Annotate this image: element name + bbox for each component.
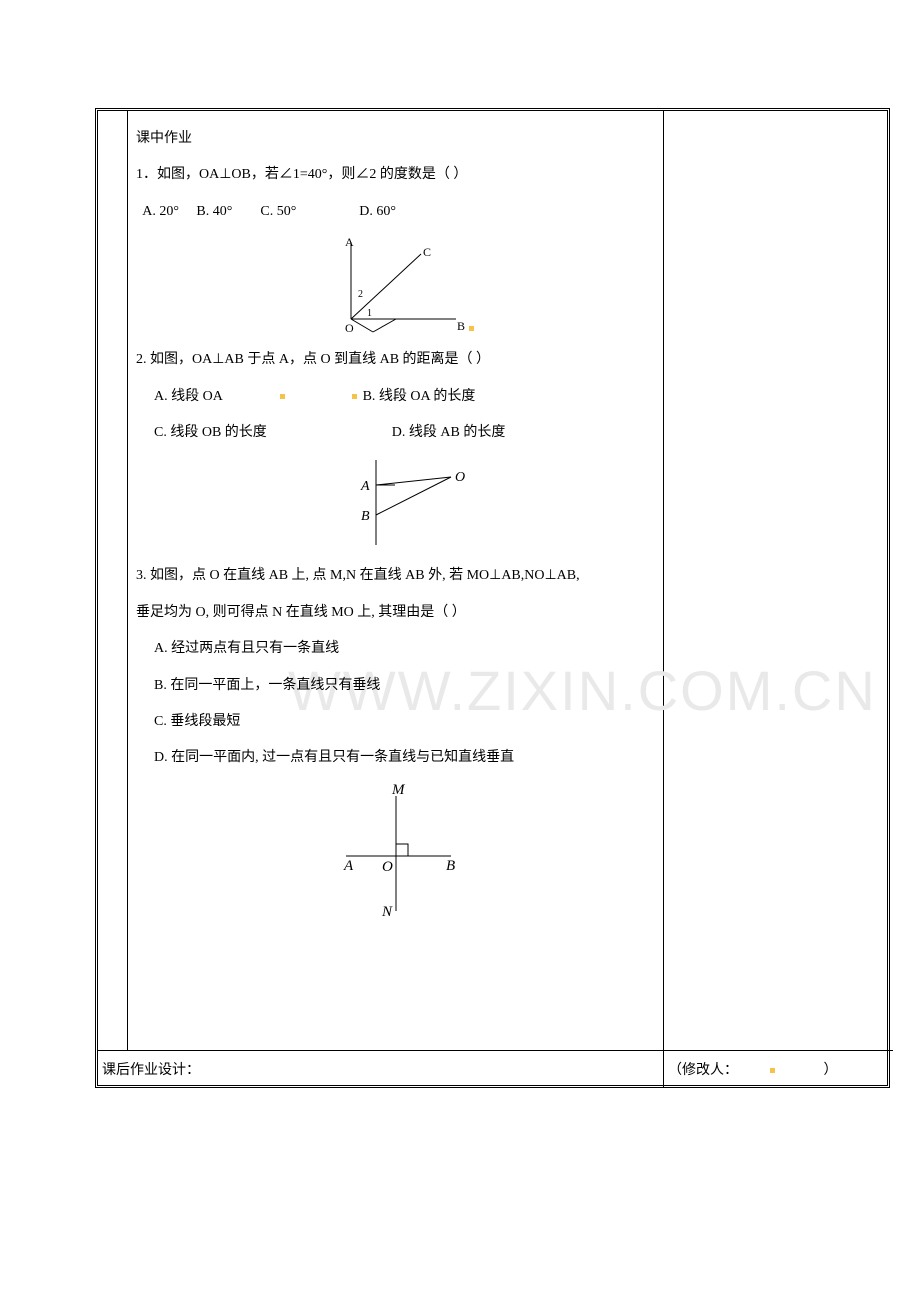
main-content-cell: WWW.ZIXIN.COM.CN 课中作业 1．如图，OA⊥OB，若∠1=40°… xyxy=(128,111,664,1051)
q2-figure: A B O xyxy=(136,455,655,554)
q3-choice-C: C. 垂线段最短 xyxy=(136,704,655,740)
q3-label-A: A xyxy=(343,858,354,874)
content-layer: 课中作业 1．如图，OA⊥OB，若∠1=40°，则∠2 的度数是（ ） A. 2… xyxy=(136,121,655,925)
q2-label-A: A xyxy=(360,479,370,494)
q3-stem: 3. 如图，点 O 在直线 AB 上, 点 M,N 在直线 AB 外, 若 MO… xyxy=(136,558,655,594)
left-gutter xyxy=(98,111,128,1051)
q1-stem: 1．如图，OA⊥OB，若∠1=40°，则∠2 的度数是（ ） xyxy=(136,157,655,193)
q3-label-B: B xyxy=(446,858,455,874)
q3-label-O: O xyxy=(382,859,393,875)
q2-label-B: B xyxy=(361,509,370,524)
q2-choice-D: D. 线段 AB 的长度 xyxy=(392,425,506,440)
q1-label-C: C xyxy=(423,245,431,259)
q1-label-B: B xyxy=(457,319,465,333)
q2-choice-A: A. 线段 OA xyxy=(154,389,222,404)
q2-choices-row2: C. 线段 OB 的长度 D. 线段 AB 的长度 xyxy=(136,415,655,451)
q3-stem2: 垂足均为 O, 则可得点 N 在直线 MO 上, 其理由是（ ） xyxy=(136,595,655,631)
footer-right-cell: （修改人： ） xyxy=(664,1051,893,1087)
q2-stem: 2. 如图，OA⊥AB 于点 A，点 O 到直线 AB 的距离是（ ） xyxy=(136,342,655,378)
q1-figure: O A B C 1 2 xyxy=(136,234,655,338)
footer-right-a: （修改人： xyxy=(668,1063,738,1078)
q2-choice-B: B. 线段 OA 的长度 xyxy=(363,389,476,404)
footer-right-b: ） xyxy=(824,1063,838,1078)
q3-choice-D: D. 在同一平面内, 过一点有且只有一条直线与已知直线垂直 xyxy=(136,740,655,776)
page-frame: WWW.ZIXIN.COM.CN 课中作业 1．如图，OA⊥OB，若∠1=40°… xyxy=(95,108,890,1088)
q1-choices: A. 20° B. 40° C. 50° D. 60° xyxy=(136,194,655,230)
accent-dot-icon xyxy=(352,394,357,399)
q1-label-O: O xyxy=(345,321,354,334)
footer-left-text: 课后作业设计： xyxy=(102,1063,200,1078)
section-header: 课中作业 xyxy=(136,121,655,157)
q2-choices-row1: A. 线段 OA B. 线段 OA 的长度 xyxy=(136,379,655,415)
q2-choice-C: C. 线段 OB 的长度 xyxy=(154,425,267,440)
footer-left-cell: 课后作业设计： xyxy=(98,1051,664,1087)
q3-label-N: N xyxy=(381,904,393,920)
q2-label-O: O xyxy=(455,470,465,485)
q3-choice-A: A. 经过两点有且只有一条直线 xyxy=(136,631,655,667)
q1-label-2: 2 xyxy=(358,289,363,300)
accent-dot-icon xyxy=(770,1068,775,1073)
q1-label-1: 1 xyxy=(367,308,372,319)
q3-figure: M N A B O xyxy=(136,781,655,925)
accent-dot-icon xyxy=(280,394,285,399)
accent-dot-icon xyxy=(469,326,474,331)
q3-label-M: M xyxy=(391,782,406,798)
q3-choice-B: B. 在同一平面上，一条直线只有垂线 xyxy=(136,668,655,704)
q1-label-A: A xyxy=(345,235,354,249)
right-empty-cell xyxy=(664,111,893,1051)
